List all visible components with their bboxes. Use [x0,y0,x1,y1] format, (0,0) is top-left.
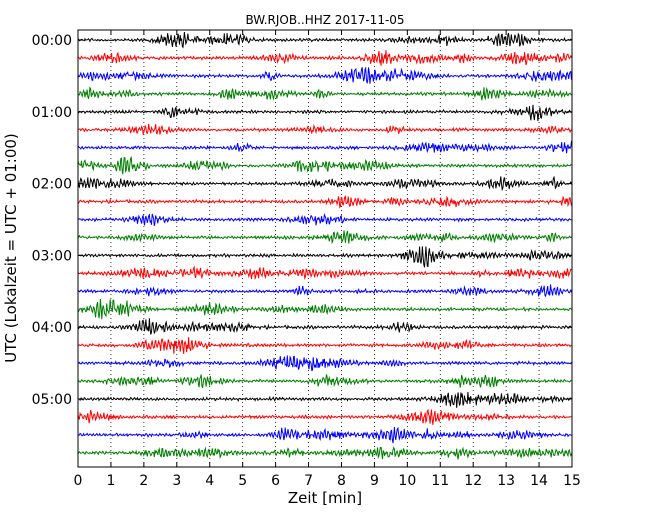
seismogram-trace [77,155,572,175]
seismogram-trace [77,246,572,268]
seismogram-traces [77,31,572,460]
x-axis-label: Zeit [min] [288,489,362,507]
x-tick-label: 6 [271,473,280,489]
seismogram-trace [77,318,572,335]
grid-lines [110,30,540,467]
x-tick-label: 12 [464,473,482,489]
seismogram-trace [77,408,572,425]
seismogram-trace [77,194,572,209]
x-tick-label: 13 [497,473,515,489]
x-tick-label: 9 [370,473,379,489]
y-tick-label: 05:00 [32,392,72,408]
x-tick-label: 5 [238,473,247,489]
y-tick-label: 03:00 [32,248,72,264]
seismogram-trace [77,123,572,136]
seismogram-trace [77,212,572,226]
seismogram-trace [77,104,572,122]
seismogram-trace [77,391,572,408]
x-tick-label: 11 [431,473,449,489]
seismogram-trace [77,446,572,460]
plot-frame [77,29,573,468]
y-tick-label: 02:00 [32,177,72,193]
x-axis-ticks: 0 1 2 3 4 5 6 7 8 9 10 11 12 13 14 15 [74,30,581,489]
x-tick-label: 2 [139,473,148,489]
y-axis-ticks: 00:00 01:00 02:00 03:00 04:00 05:00 [32,33,572,408]
x-tick-label: 8 [337,473,346,489]
x-tick-label: 10 [398,473,416,489]
x-tick-label: 0 [74,473,83,489]
seismogram-trace [77,355,572,372]
seismogram-trace [77,298,572,320]
seismogram-trace [77,31,572,49]
seismogram-trace [77,66,572,84]
seismogram-trace [77,50,572,66]
seismogram-trace [77,426,572,444]
seismogram-trace [77,284,572,298]
x-tick-label: 3 [172,473,181,489]
x-tick-label: 4 [205,473,214,489]
x-tick-label: 7 [304,473,313,489]
seismogram-trace [77,86,572,101]
y-axis-label: UTC (Lokalzeit = UTC + 01:00) [2,133,20,363]
seismogram-trace [77,374,572,389]
seismogram-trace [77,337,572,354]
seismogram-trace [77,175,572,192]
seismogram-trace [77,230,572,245]
y-tick-label: 04:00 [32,320,72,336]
y-tick-label: 01:00 [32,105,72,121]
x-tick-label: 14 [530,473,548,489]
x-tick-label: 1 [106,473,115,489]
x-tick-label: 15 [563,473,581,489]
seismogram-trace [77,265,572,281]
y-tick-label: 00:00 [32,33,72,49]
chart-title: BW.RJOB..HHZ 2017-11-05 [245,13,404,27]
plot-area [78,30,572,467]
seismogram-trace [77,140,572,154]
